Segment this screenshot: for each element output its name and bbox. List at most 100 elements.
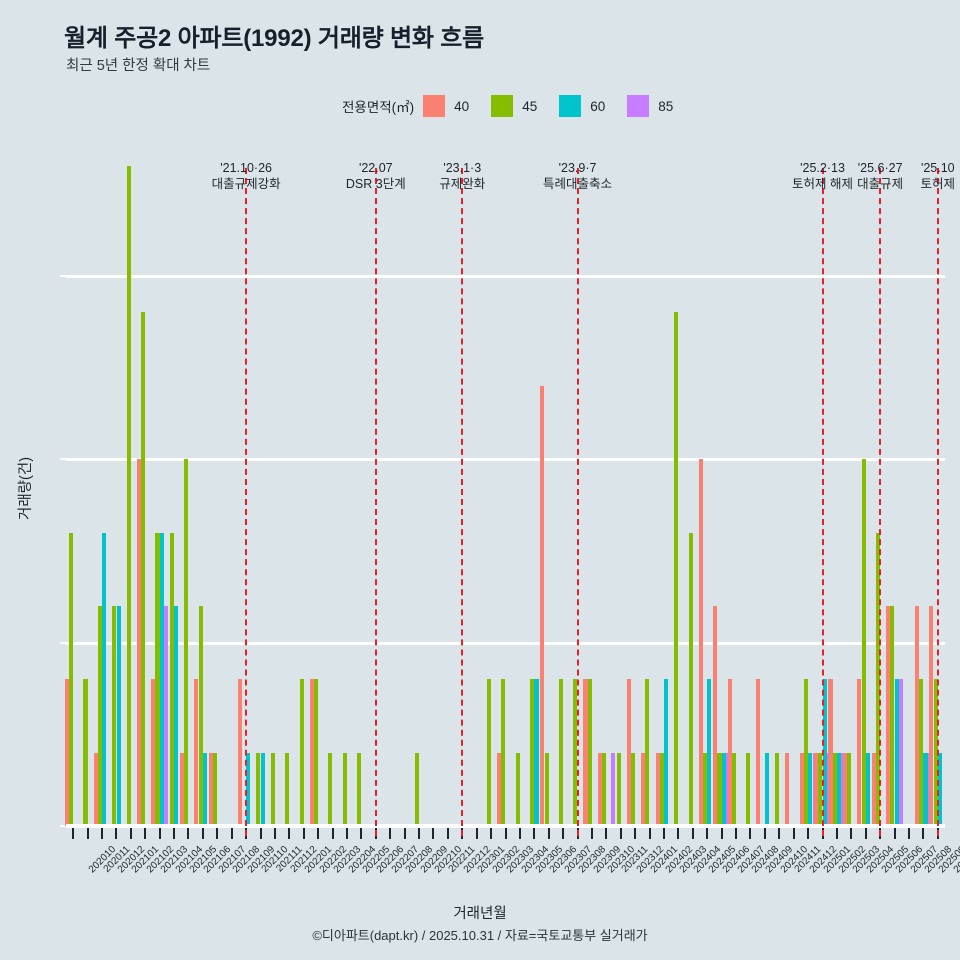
bar[interactable]	[837, 752, 842, 826]
bar[interactable]	[141, 312, 146, 826]
bar[interactable]	[213, 752, 218, 826]
bar[interactable]	[299, 679, 304, 826]
bar[interactable]	[756, 679, 761, 826]
bar[interactable]	[674, 312, 679, 826]
bar[interactable]	[707, 679, 712, 826]
bar[interactable]	[544, 752, 549, 826]
bar[interactable]	[573, 679, 578, 826]
bar[interactable]	[865, 752, 870, 826]
legend-item-45[interactable]: 45	[491, 95, 559, 117]
bar[interactable]	[886, 605, 891, 826]
bar[interactable]	[785, 752, 790, 826]
bar[interactable]	[136, 459, 141, 826]
bar[interactable]	[842, 752, 847, 826]
bar[interactable]	[655, 752, 660, 826]
bar[interactable]	[818, 752, 823, 826]
bar[interactable]	[169, 532, 174, 826]
bar[interactable]	[112, 605, 117, 826]
bar[interactable]	[698, 459, 703, 826]
bar[interactable]	[270, 752, 275, 826]
bar[interactable]	[717, 752, 722, 826]
bar[interactable]	[256, 752, 261, 826]
bar[interactable]	[159, 532, 164, 826]
bar[interactable]	[597, 752, 602, 826]
bar[interactable]	[610, 752, 615, 826]
bar[interactable]	[414, 752, 419, 826]
bar[interactable]	[808, 752, 813, 826]
legend-item-85[interactable]: 85	[627, 95, 673, 117]
bar[interactable]	[126, 165, 131, 826]
bar[interactable]	[583, 679, 588, 826]
bar[interactable]	[814, 752, 819, 826]
bar[interactable]	[534, 679, 539, 826]
bar[interactable]	[799, 752, 804, 826]
bar[interactable]	[641, 752, 646, 826]
bar[interactable]	[616, 752, 621, 826]
bar[interactable]	[626, 679, 631, 826]
bar[interactable]	[64, 679, 69, 826]
bar[interactable]	[174, 605, 179, 826]
bar[interactable]	[260, 752, 265, 826]
bar[interactable]	[328, 752, 333, 826]
bar[interactable]	[69, 532, 74, 826]
bar[interactable]	[731, 752, 736, 826]
bar[interactable]	[309, 679, 314, 826]
bar[interactable]	[116, 605, 121, 826]
bar[interactable]	[630, 752, 636, 826]
legend-item-40[interactable]: 40	[423, 95, 491, 117]
legend-item-60[interactable]: 60	[559, 95, 627, 117]
bar[interactable]	[659, 752, 664, 826]
bar[interactable]	[713, 605, 718, 826]
bar[interactable]	[929, 605, 934, 826]
bar[interactable]	[97, 605, 102, 826]
bar[interactable]	[721, 752, 726, 826]
bar[interactable]	[894, 679, 899, 826]
bar[interactable]	[202, 752, 208, 826]
bar[interactable]	[857, 679, 862, 826]
bar[interactable]	[313, 679, 319, 826]
bar[interactable]	[342, 752, 347, 826]
bar[interactable]	[497, 752, 502, 826]
bar[interactable]	[179, 752, 185, 826]
bar[interactable]	[828, 679, 833, 826]
bar[interactable]	[764, 752, 770, 826]
bar[interactable]	[775, 752, 780, 826]
bar[interactable]	[540, 385, 545, 826]
bar[interactable]	[198, 605, 203, 826]
bar[interactable]	[357, 752, 362, 826]
bar[interactable]	[602, 752, 607, 826]
bar[interactable]	[933, 679, 938, 826]
bar[interactable]	[847, 752, 852, 826]
bar[interactable]	[155, 532, 160, 826]
bar[interactable]	[486, 679, 491, 826]
bar[interactable]	[102, 532, 107, 826]
bar[interactable]	[875, 532, 881, 826]
bar[interactable]	[558, 679, 564, 826]
bar[interactable]	[803, 679, 808, 826]
bar[interactable]	[645, 679, 650, 826]
bar[interactable]	[861, 459, 866, 826]
bar[interactable]	[208, 752, 213, 826]
bar[interactable]	[746, 752, 751, 826]
bar[interactable]	[194, 679, 199, 826]
bar[interactable]	[93, 752, 98, 826]
bar[interactable]	[898, 679, 904, 826]
bar[interactable]	[501, 679, 506, 826]
bar[interactable]	[164, 605, 169, 826]
bar[interactable]	[664, 679, 669, 826]
bar[interactable]	[688, 532, 693, 826]
bar[interactable]	[285, 752, 290, 826]
bar[interactable]	[587, 679, 592, 826]
bar[interactable]	[727, 679, 732, 826]
bar[interactable]	[530, 679, 535, 826]
bar[interactable]	[703, 752, 708, 826]
bar[interactable]	[151, 679, 156, 826]
bar[interactable]	[832, 752, 837, 826]
bar[interactable]	[246, 752, 251, 826]
bar[interactable]	[890, 605, 895, 826]
bar[interactable]	[871, 752, 876, 826]
bar[interactable]	[914, 605, 919, 826]
bar[interactable]	[923, 752, 928, 826]
bar[interactable]	[937, 752, 942, 826]
bar[interactable]	[919, 679, 924, 826]
